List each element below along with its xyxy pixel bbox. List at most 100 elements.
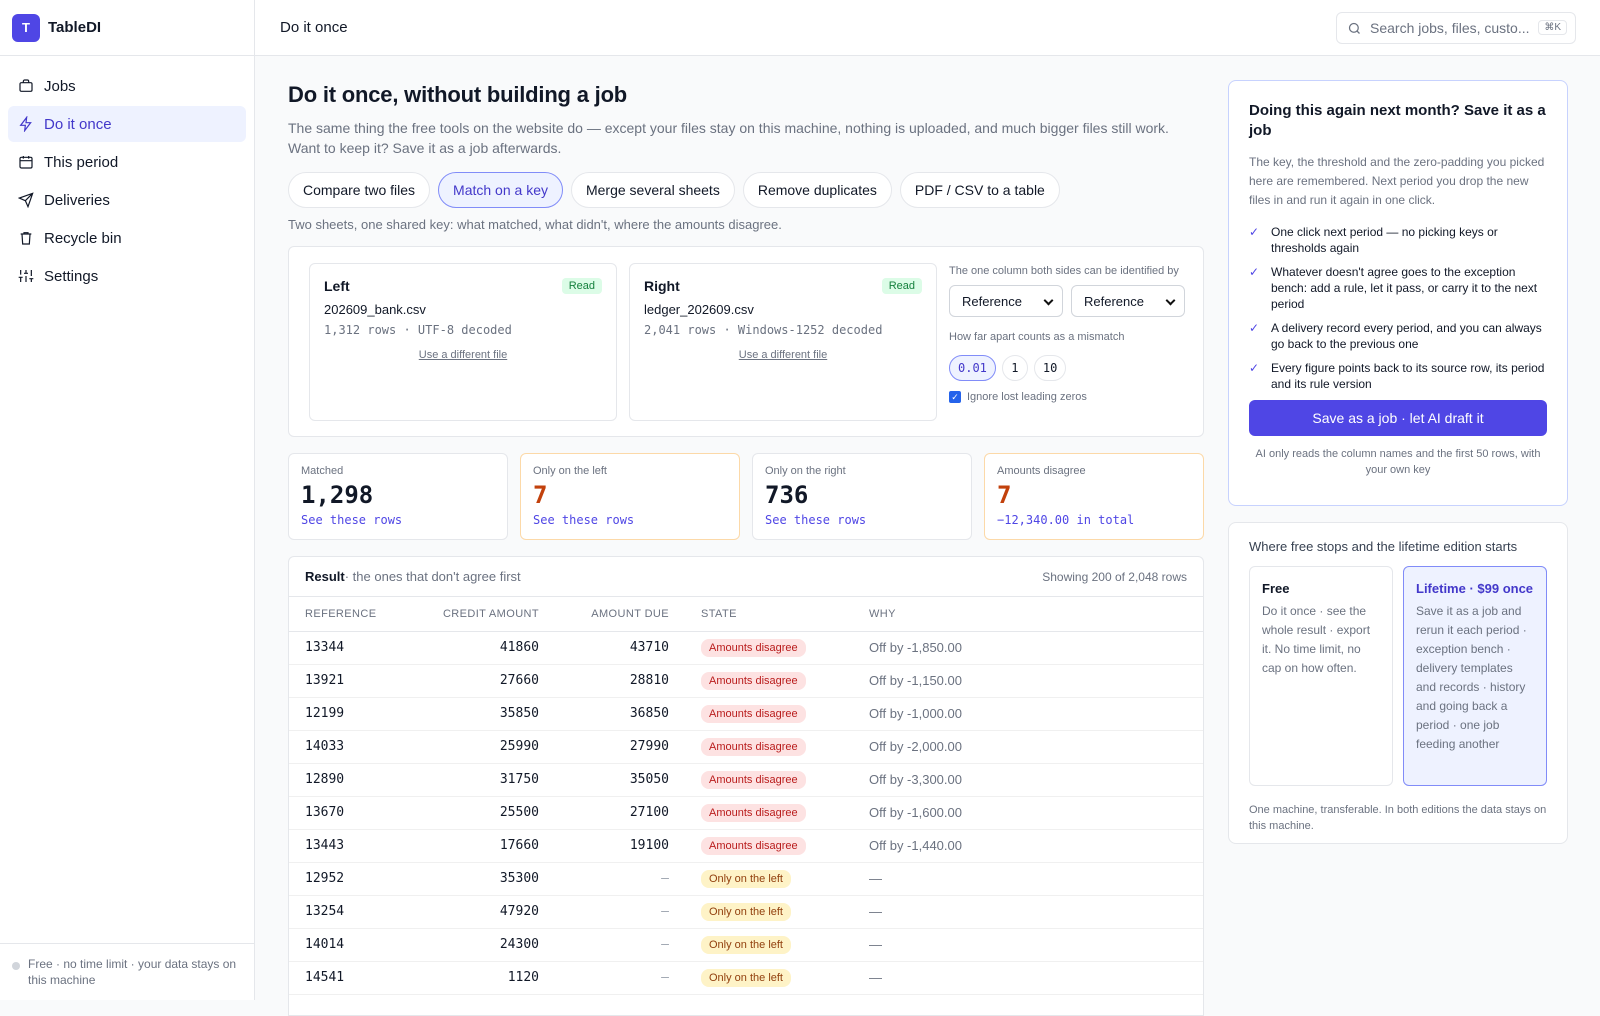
editions-card: Where free stops and the lifetime editio… [1228,522,1568,844]
edition-free[interactable]: Free Do it once · see the whole result ·… [1249,566,1393,786]
stat-matched: Matched 1,298 See these rows [288,453,508,540]
table-row[interactable]: 13344 41860 43710 Amounts disagree Off by -1… [289,631,1203,665]
status-badge: Amounts disagree [701,671,806,690]
tab-match-on-a-key[interactable]: Match on a key [438,172,563,208]
cell-why: Off by -1,440.00 [869,829,1203,863]
column-header[interactable]: CREDIT AMOUNT [409,597,539,632]
cell-reference: 12890 [289,763,409,797]
tab-merge-several-sheets[interactable]: Merge several sheets [570,172,735,208]
save-as-job-card: Doing this again next month? Save it as … [1228,80,1568,506]
benefit-text: A delivery record every period, and you … [1271,321,1542,351]
table-row[interactable]: 12199 35850 36850 Amounts disagree Off by -1… [289,697,1203,731]
change-file-link[interactable]: Use a different file [418,349,508,361]
cell-state: Only on the left [669,862,869,896]
sidebar-item-this-period[interactable]: This period [8,144,246,180]
cell-amount-due: 27990 [539,730,669,764]
sidebar-item-do-it-once[interactable]: Do it once [8,106,246,142]
cell-credit-amount: 25500 [409,796,539,830]
sliders-icon [18,270,34,282]
sidebar-item-deliveries[interactable]: Deliveries [8,182,246,218]
status-dot [12,962,20,970]
file-card-title: Right [644,278,680,294]
search-placeholder: Search jobs, files, custo... [1370,20,1530,36]
sidebar-item-label: Settings [44,267,99,285]
right-key-select[interactable]: Reference [1071,285,1185,317]
shortcut-hint: ⌘K [1538,20,1567,35]
cell-reference: 12952 [289,862,409,896]
summary-stats: Matched 1,298 See these rows Only on the… [288,453,1204,540]
row-count: Showing 200 of 2,048 rows [1042,569,1187,584]
cell-why: Off by -1,150.00 [869,664,1203,698]
search-input[interactable]: Search jobs, files, custo... ⌘K [1336,12,1576,44]
status-badge: Amounts disagree [701,737,806,756]
check-icon: ✓ [1249,265,1260,279]
table-row[interactable]: 14541 1120— Only on the left — [289,961,1203,995]
cell-why: Off by -1,600.00 [869,796,1203,830]
sidebar-item-label: This period [44,153,119,171]
file-name: 202609_bank.csv [324,302,426,317]
table-row[interactable]: 12890 31750 35050 Amounts disagree Off by -3… [289,763,1203,797]
table-row[interactable]: 14014 24300— Only on the left — [289,928,1203,962]
cell-reference: 12199 [289,697,409,731]
sidebar-item-jobs[interactable]: Jobs [8,68,246,104]
column-header[interactable]: WHY [869,597,1203,632]
tab-remove-duplicates[interactable]: Remove duplicates [742,172,892,208]
cell-reference: 13344 [289,631,409,665]
cell-why: Off by -3,300.00 [869,763,1203,797]
result-table: REFERENCE CREDIT AMOUNT AMOUNT DUE STATE… [289,597,1203,995]
cell-amount-due: 28810 [539,664,669,698]
edition-lifetime[interactable]: Lifetime · $99 once Save it as a job and… [1403,566,1547,786]
status-badge: Read [561,278,602,294]
topbar: Do it once Search jobs, files, custo... … [255,0,1600,56]
key-label: The one column both sides can be identif… [949,265,1179,277]
threshold-option[interactable]: 1 [1001,355,1028,381]
cell-reference: 13670 [289,796,409,830]
sidebar-item-label: Deliveries [44,191,110,209]
threshold-option[interactable]: 0.01 [949,355,996,381]
cell-credit-amount: 47920 [409,895,539,929]
table-row[interactable]: 13921 27660 28810 Amounts disagree Off by -1… [289,664,1203,698]
key-settings: The one column both sides can be identif… [949,263,1189,403]
tab-compare-two-files[interactable]: Compare two files [288,172,431,208]
status-badge: Amounts disagree [701,803,806,822]
benefit-list: ✓ One click next period — no picking keys… [1249,224,1547,392]
search-icon [1348,22,1360,34]
cell-amount-due: 36850 [539,697,669,731]
column-header[interactable]: STATE [669,597,869,632]
sidebar-item-settings[interactable]: Settings [8,258,246,294]
sidebar-item-label: Do it once [44,115,112,133]
bolt-icon [19,116,32,132]
ai-note: AI only reads the column names and the f… [1255,448,1541,476]
total-diff-link[interactable]: −12,340.00 in total [997,513,1135,527]
column-header[interactable]: AMOUNT DUE [539,597,669,632]
ignore-zeros-option[interactable]: ✓ Ignore lost leading zeros [949,391,1189,403]
cell-state: Only on the left [669,895,869,929]
see-rows-link[interactable]: See these rows [533,513,635,527]
table-row[interactable]: 13254 47920— Only on the left — [289,895,1203,929]
change-file-link[interactable]: Use a different file [738,349,828,361]
sidebar-item-recycle-bin[interactable]: Recycle bin [8,220,246,256]
see-rows-link[interactable]: See these rows [301,513,403,527]
table-row[interactable]: 13670 25500 27100 Amounts disagree Off by -1… [289,796,1203,830]
column-header[interactable]: REFERENCE [289,597,409,632]
threshold-option[interactable]: 10 [1033,355,1067,381]
table-row[interactable]: 13443 17660 19100 Amounts disagree Off by -1… [289,829,1203,863]
table-header-row: REFERENCE CREDIT AMOUNT AMOUNT DUE STATE… [289,597,1203,632]
stat-value: 7 [533,481,548,509]
edition-name: Free [1262,581,1290,596]
see-rows-link[interactable]: See these rows [765,513,867,527]
checkbox[interactable]: ✓ [949,391,961,403]
table-row[interactable]: 14033 25990 27990 Amounts disagree Off by -2… [289,730,1203,764]
promo-title: Doing this again next month? Save it as … [1249,102,1546,139]
left-key-select[interactable]: Reference [949,285,1063,317]
cell-amount-due: — [539,961,669,995]
benefit-item: ✓ Whatever doesn't agree goes to the exce… [1249,264,1547,312]
sidebar-nav: Jobs Do it once This period Deliveries R… [0,56,254,308]
tab-pdf-csv-to-table[interactable]: PDF / CSV to a table [899,172,1060,208]
table-row[interactable]: 12952 35300— Only on the left — [289,862,1203,896]
page-subtitle: The same thing the free tools on the web… [288,120,1169,156]
sidebar-item-label: Recycle bin [44,229,122,247]
status-badge: Only on the left [701,935,791,954]
cell-state: Amounts disagree [669,697,869,731]
save-as-job-button[interactable]: Save as a job · let AI draft it [1249,400,1547,436]
